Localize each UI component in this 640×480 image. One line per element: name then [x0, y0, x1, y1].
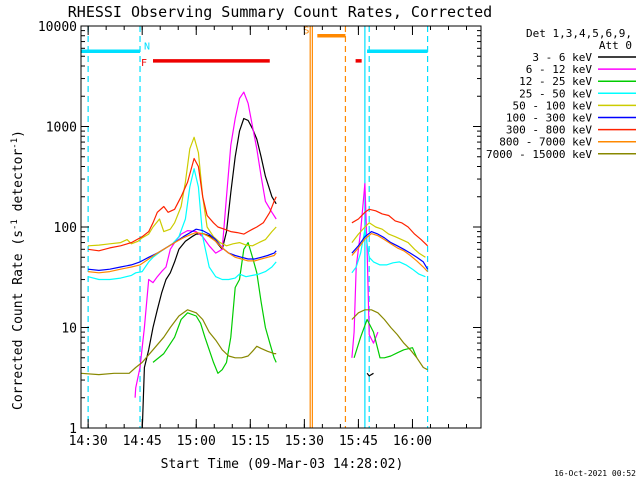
- y-tick-label: 100: [54, 221, 77, 236]
- x-tick-label: 15:30: [285, 434, 324, 449]
- series-line: [366, 372, 374, 377]
- legend-header: Det 1,3,4,5,6,9,: [526, 27, 632, 40]
- series-line: [87, 168, 277, 281]
- y-axis-label-sup1: -1: [10, 219, 20, 230]
- legend-entry: 7000 - 15000 keV: [486, 148, 592, 161]
- y-axis-label-mid: detector: [11, 149, 26, 220]
- series-line: [351, 183, 379, 358]
- x-tick-label: 15:45: [339, 434, 378, 449]
- x-axis-label: Start Time (09-Mar-03 14:28:02): [161, 457, 404, 472]
- legend-entry: 3 - 6 keV: [532, 51, 592, 64]
- series-line: [351, 208, 429, 247]
- y-axis-label: Corrected Count Rate (s-1 detector-1): [10, 130, 26, 410]
- x-tick-label: 14:45: [123, 434, 162, 449]
- y-axis-label-main: Corrected Count Rate (s: [11, 230, 26, 410]
- y-tick-label: 10: [61, 322, 77, 337]
- series-line: [351, 233, 429, 273]
- y-axis-label-end: ): [11, 130, 26, 138]
- series-line: [351, 309, 428, 371]
- chart-title: RHESSI Observing Summary Count Rates, Co…: [68, 3, 492, 21]
- series-line: [134, 91, 277, 398]
- x-tick-label: 14:30: [69, 434, 108, 449]
- state-bar-label: F: [141, 58, 147, 69]
- legend-entry: 800 - 7000 keV: [499, 136, 592, 149]
- y-tick-label: 10000: [38, 20, 77, 35]
- y-tick-label: 1000: [46, 121, 77, 136]
- series-line: [88, 136, 277, 247]
- series-line: [152, 242, 277, 374]
- series-line: [88, 232, 277, 274]
- x-tick-label: 15:15: [231, 434, 270, 449]
- legend-entry: 50 - 100 keV: [513, 99, 593, 112]
- legend-entry: 6 - 12 keV: [526, 63, 593, 76]
- x-tick-label: 16:00: [393, 434, 432, 449]
- y-axis-label-sup2: -1: [10, 138, 20, 149]
- y-tick-label: 1: [69, 422, 77, 437]
- legend-header: Att 0: [599, 39, 632, 52]
- x-tick-label: 15:00: [177, 434, 216, 449]
- series-line: [351, 228, 426, 278]
- legend-entry: 100 - 300 keV: [506, 112, 592, 125]
- series-line: [353, 318, 418, 359]
- legend-entry: 25 - 50 keV: [519, 87, 592, 100]
- state-bar-label: N: [144, 41, 150, 52]
- legend-entry: 300 - 800 keV: [506, 124, 592, 137]
- footer-timestamp: 16-Oct-2021 00:52: [554, 469, 636, 478]
- series-line: [81, 309, 277, 376]
- legend-entry: 12 - 25 keV: [519, 75, 592, 88]
- series-line: [351, 222, 426, 258]
- series-line: [88, 228, 277, 271]
- series-line: [351, 231, 429, 270]
- series-line: [88, 157, 277, 252]
- state-bar-label: S: [303, 26, 309, 37]
